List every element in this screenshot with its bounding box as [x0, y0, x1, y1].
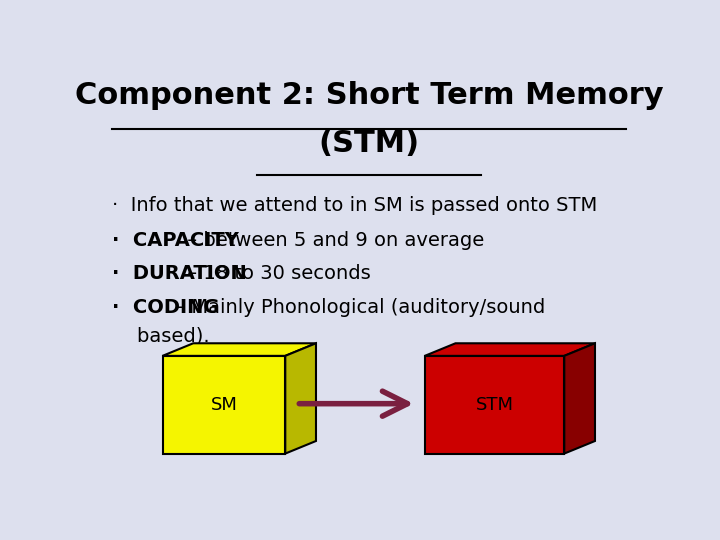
Polygon shape: [163, 343, 316, 356]
Text: – between 5 and 9 on average: – between 5 and 9 on average: [181, 231, 485, 250]
Text: based).: based).: [112, 327, 210, 346]
Text: ·  CODING: · CODING: [112, 298, 220, 316]
Polygon shape: [425, 343, 595, 356]
Text: ·  DURATION: · DURATION: [112, 265, 247, 284]
Text: Component 2: Short Term Memory: Component 2: Short Term Memory: [75, 82, 663, 111]
Polygon shape: [564, 343, 595, 454]
Text: ·  CAPACITY: · CAPACITY: [112, 231, 239, 250]
Text: STM: STM: [475, 396, 513, 414]
Polygon shape: [163, 356, 285, 454]
Text: SM: SM: [210, 396, 238, 414]
Text: – Mainly Phonological (auditory/sound: – Mainly Phonological (auditory/sound: [168, 298, 545, 316]
Text: ·  Info that we attend to in SM is passed onto STM: · Info that we attend to in SM is passed…: [112, 196, 598, 215]
Text: – 18 to 30 seconds: – 18 to 30 seconds: [181, 265, 371, 284]
Text: (STM): (STM): [318, 129, 420, 158]
Polygon shape: [285, 343, 316, 454]
FancyArrowPatch shape: [300, 391, 408, 416]
Polygon shape: [425, 356, 564, 454]
